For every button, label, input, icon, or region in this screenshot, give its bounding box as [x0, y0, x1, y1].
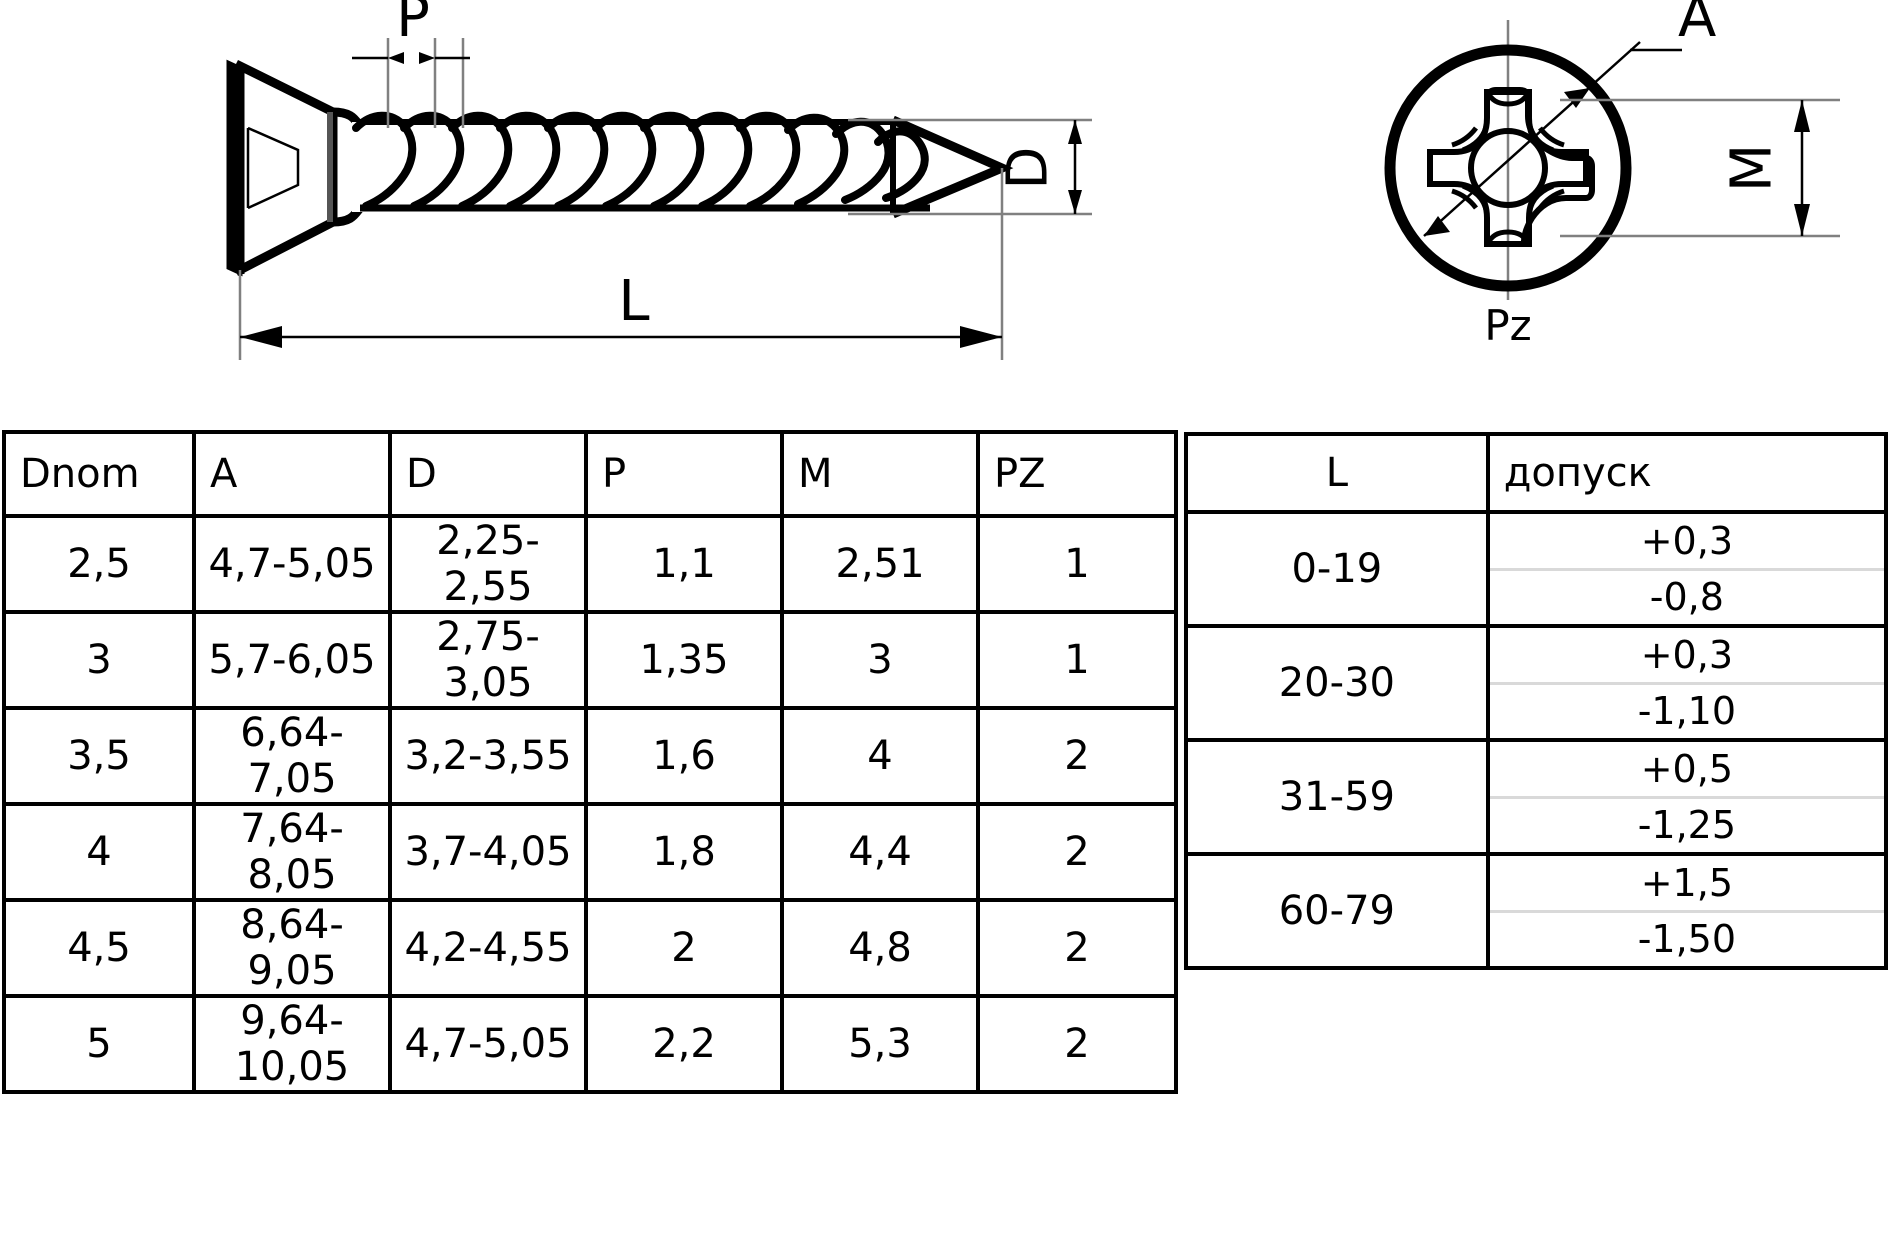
cell-dnom: 3: [2, 610, 196, 710]
table-row: 3 5,7-6,05 2,75-3,05 1,35 3 1: [2, 610, 1178, 710]
cell-pz: 2: [976, 994, 1178, 1094]
table-row: 5 9,64-10,05 4,7-5,05 2,2 5,3 2: [2, 994, 1178, 1094]
screw-thread: [352, 111, 1000, 212]
cell-length-range: 0-19: [1184, 510, 1490, 628]
cell-p: 2: [584, 898, 784, 998]
column-header-length: L: [1184, 432, 1490, 514]
table-row: 4,5 8,64-9,05 4,2-4,55 2 4,8 2: [2, 898, 1178, 998]
cell-m: 4,4: [780, 802, 980, 902]
cell-m: 3: [780, 610, 980, 710]
cell-d: 3,2-3,55: [388, 706, 588, 806]
label-head-diameter: A: [1678, 0, 1716, 50]
dimension-diameter: D: [848, 118, 1092, 216]
cell-a: 8,64-9,05: [192, 898, 392, 998]
cell-pz: 1: [976, 610, 1178, 710]
label-recess-width: M: [1720, 144, 1785, 192]
cell-pz: 1: [976, 514, 1178, 614]
label-drive-type: Pz: [1484, 301, 1531, 350]
column-header-tolerance: допуск: [1485, 432, 1889, 514]
cell-a: 6,64-7,05: [192, 706, 392, 806]
cell-d: 3,7-4,05: [388, 802, 588, 902]
cell-d: 2,75-3,05: [388, 610, 588, 710]
dimension-head-diameter: A: [1423, 0, 1716, 237]
tolerance-upper: +1,5: [1489, 857, 1884, 913]
cell-m: 5,3: [780, 994, 980, 1094]
table-header-row: Dnom A D P M PZ: [2, 430, 1178, 518]
column-header-p: P: [584, 430, 784, 518]
cell-d: 2,25-2,55: [388, 514, 588, 614]
cell-pz: 2: [976, 706, 1178, 806]
screw-head: [226, 59, 365, 277]
table-row: 3,5 6,64-7,05 3,2-3,55 1,6 4 2: [2, 706, 1178, 806]
column-header-a: A: [192, 430, 392, 518]
cell-p: 1,1: [584, 514, 784, 614]
cell-p: 1,8: [584, 802, 784, 902]
cell-a: 9,64-10,05: [192, 994, 392, 1094]
tolerance-upper: +0,3: [1489, 629, 1884, 685]
column-header-m: M: [780, 430, 980, 518]
tolerance-upper: +0,5: [1489, 743, 1884, 799]
length-tolerance-table: L допуск 0-19 +0,3 -0,8 20-30 +0,3: [1184, 432, 1889, 970]
cell-tolerance-pair: +0,3 -1,10: [1485, 624, 1889, 742]
pozidriv-recess: [1427, 87, 1595, 247]
cell-m: 4,8: [780, 898, 980, 998]
cell-dnom: 5: [2, 994, 196, 1094]
dimension-pitch: P: [352, 0, 470, 128]
countersunk-screw-side-view: [226, 59, 1014, 277]
cell-a: 7,64-8,05: [192, 802, 392, 902]
cell-m: 4: [780, 706, 980, 806]
cell-tolerance-pair: +1,5 -1,50: [1485, 852, 1889, 970]
tolerance-lower: -1,25: [1637, 802, 1737, 847]
cell-m: 2,51: [780, 514, 980, 614]
cell-d: 4,7-5,05: [388, 994, 588, 1094]
column-header-d: D: [388, 430, 588, 518]
cell-pz: 2: [976, 802, 1178, 902]
cell-length-range: 31-59: [1184, 738, 1490, 856]
cell-dnom: 4: [2, 802, 196, 902]
column-header-pz: PZ: [976, 430, 1178, 518]
tolerance-header-row: L допуск: [1184, 432, 1889, 514]
dimension-recess-width: M: [1560, 98, 1840, 238]
cell-a: 5,7-6,05: [192, 610, 392, 710]
tolerance-lower: -1,50: [1637, 916, 1737, 961]
drawing-svg: P D L: [226, 0, 1840, 360]
head-outer-circle: [1384, 44, 1632, 292]
cell-length-range: 60-79: [1184, 852, 1490, 970]
tolerance-row: 60-79 +1,5 -1,50: [1184, 852, 1889, 970]
technical-drawing: P D L: [0, 0, 1894, 430]
tolerance-row: 20-30 +0,3 -1,10: [1184, 624, 1889, 742]
label-length: L: [618, 269, 649, 334]
tolerance-lower: -0,8: [1649, 574, 1724, 619]
cell-p: 1,35: [584, 610, 784, 710]
table-row: 2,5 4,7-5,05 2,25-2,55 1,1 2,51 1: [2, 514, 1178, 614]
tolerance-row: 31-59 +0,5 -1,25: [1184, 738, 1889, 856]
tolerance-row: 0-19 +0,3 -0,8: [1184, 510, 1889, 628]
cell-dnom: 4,5: [2, 898, 196, 998]
tables-area: Dnom A D P M PZ 2,5 4,7-5,05 2,25-2,55 1…: [0, 430, 1894, 1252]
cell-length-range: 20-30: [1184, 624, 1490, 742]
cell-d: 4,2-4,55: [388, 898, 588, 998]
tolerance-upper: +0,3: [1489, 515, 1884, 571]
column-header-dnom: Dnom: [2, 430, 196, 518]
cell-p: 1,6: [584, 706, 784, 806]
table-row: 4 7,64-8,05 3,7-4,05 1,8 4,4 2: [2, 802, 1178, 902]
label-pitch: P: [396, 0, 430, 50]
cell-dnom: 3,5: [2, 706, 196, 806]
screw-dimensions-table: Dnom A D P M PZ 2,5 4,7-5,05 2,25-2,55 1…: [2, 430, 1178, 1094]
tolerance-lower: -1,10: [1637, 688, 1737, 733]
cell-a: 4,7-5,05: [192, 514, 392, 614]
pozidriv-head-top-view: A M Pz: [1384, 0, 1840, 350]
dimension-length: L: [240, 269, 1002, 348]
cell-tolerance-pair: +0,5 -1,25: [1485, 738, 1889, 856]
cell-pz: 2: [976, 898, 1178, 998]
cell-tolerance-pair: +0,3 -0,8: [1485, 510, 1889, 628]
cell-p: 2,2: [584, 994, 784, 1094]
label-diameter: D: [996, 146, 1061, 189]
cell-dnom: 2,5: [2, 514, 196, 614]
